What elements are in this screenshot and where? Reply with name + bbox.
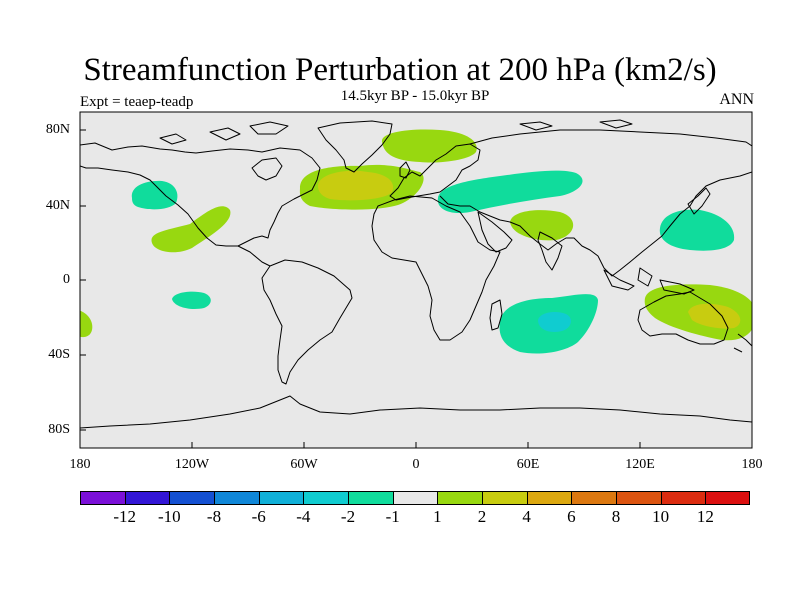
colorbar-swatch (571, 491, 616, 505)
colorbar-swatch (258, 491, 304, 505)
colorbar-label: -6 (251, 507, 266, 526)
coast-japan (687, 187, 711, 215)
colorbar-swatch (660, 491, 706, 505)
colorbar-label: 8 (611, 507, 621, 526)
colorbar-label: 12 (696, 507, 714, 526)
lon-label-0: 0 (412, 457, 420, 472)
axis-ticks (80, 129, 641, 448)
lat-label-80s: 80S (48, 422, 70, 437)
coast-british-isles (399, 161, 411, 179)
lat-label-40n: 40N (45, 198, 70, 213)
colorbar-label: 6 (567, 507, 576, 526)
coast-australia (637, 291, 729, 345)
lon-label-120w: 120W (174, 457, 210, 472)
anomaly-australia-core (688, 303, 741, 329)
coast-arabia (477, 211, 513, 253)
lon-label-180e: 180 (741, 457, 763, 472)
colorbar-swatch (169, 491, 214, 505)
anomaly-indian-ocean-core (538, 312, 571, 332)
lat-label-40s: 40S (48, 347, 70, 362)
colorbar-label: 10 (652, 507, 670, 526)
colorbar-label: -8 (206, 507, 222, 526)
colorbar-swatch (80, 491, 125, 505)
anomaly-europe (437, 170, 583, 214)
season-label: ANN (719, 91, 754, 108)
coast-india (537, 231, 563, 271)
colorbar-label: 4 (522, 507, 531, 526)
colorbar-swatch (616, 491, 661, 505)
colorbar-label: -10 (157, 507, 181, 526)
coast-africa (371, 195, 501, 341)
colorbar-label: -12 (113, 507, 136, 526)
coast-new-zealand (733, 333, 752, 353)
colorbar-swatch (214, 491, 259, 505)
colorbar-swatch (392, 491, 438, 505)
coast-arctic-islands (159, 119, 633, 145)
coast-europe (389, 143, 481, 201)
coast-madagascar (489, 299, 503, 331)
coast-central-america (237, 245, 271, 267)
anomaly-pacific-edge (80, 310, 93, 338)
anomaly-north-pacific (131, 180, 178, 210)
plot-title: Streamfunction Perturbation at 200 hPa (… (83, 52, 717, 88)
lon-label-60w: 60W (290, 457, 318, 472)
anomaly-western-pacific (659, 209, 735, 251)
colorbar-swatch (437, 491, 482, 505)
colorbar-swatch (526, 491, 572, 505)
coast-hudson-bay (251, 157, 283, 181)
coast-north-america (80, 142, 321, 247)
colorbar-swatch (348, 491, 393, 505)
anomaly-fields (80, 129, 752, 354)
anomaly-tropical-pacific (172, 291, 211, 309)
coast-asia (439, 129, 752, 277)
colorbar-label: -2 (340, 507, 356, 526)
anomaly-east-pacific (151, 206, 231, 253)
colorbar-swatch (303, 491, 348, 505)
coastlines (80, 119, 752, 429)
coast-greenland (317, 120, 393, 173)
lon-label-60e: 60E (516, 457, 540, 472)
colorbar-label: 1 (433, 507, 442, 526)
colorbar-label: 2 (477, 507, 487, 526)
lat-label-0: 0 (63, 272, 70, 287)
lat-label-80n: 80N (45, 122, 70, 137)
anomaly-greenland-sea (381, 129, 477, 163)
experiment-label: Expt = teaep-teadp (80, 94, 194, 110)
coast-antarctica (80, 395, 752, 429)
anomaly-north-atlantic-core (318, 170, 394, 201)
lon-label-180w: 180 (69, 457, 91, 472)
anomaly-arabia (510, 210, 574, 241)
plot-subtitle: 14.5kyr BP - 15.0kyr BP (340, 88, 490, 104)
colorbar-swatch (124, 491, 170, 505)
colorbar-label: -4 (296, 507, 311, 526)
colorbar-swatch (705, 491, 750, 505)
lon-label-120e: 120E (625, 457, 655, 472)
map-background (80, 112, 752, 448)
colorbar-swatch (482, 491, 527, 505)
coast-south-america (261, 259, 353, 385)
colorbar-label: -1 (385, 507, 400, 526)
